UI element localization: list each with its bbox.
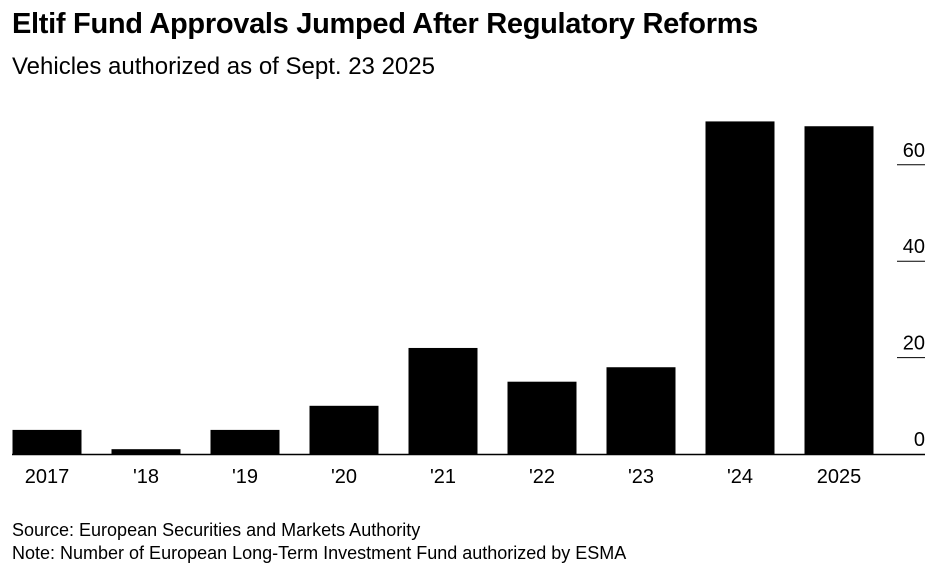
bar-1 (111, 449, 181, 454)
x-tick-label: '21 (430, 466, 456, 488)
x-tick-label: 2017 (25, 466, 70, 488)
x-tick-label: '23 (628, 466, 654, 488)
y-tick-label: 20 (903, 333, 925, 355)
y-tick-label: 40 (903, 236, 925, 258)
x-tick-label: '20 (331, 466, 357, 488)
source-note: Source: European Securities and Markets … (12, 520, 421, 540)
x-tick-label: '18 (133, 466, 159, 488)
y-tick-label: 60 (903, 140, 925, 162)
x-axis: 2017 '18 '19 '20 '21 '22 '23 '24 2025 (12, 453, 925, 488)
footnote: Note: Number of European Long-Term Inves… (12, 543, 627, 563)
chart-title: Eltif Fund Approvals Jumped After Regula… (12, 8, 759, 40)
bar-chart: 0 20 40 60 2017 '18 '19 '20 '21 '22 '23 '24 2025 (12, 121, 925, 488)
bar-8 (804, 126, 874, 455)
x-tick-label: '19 (232, 466, 258, 488)
x-tick-label: '24 (727, 466, 753, 488)
bar-7 (705, 121, 775, 455)
x-tick-label: '22 (529, 466, 555, 488)
bar-6 (606, 367, 676, 454)
bar-5 (507, 381, 577, 454)
x-tick-label: 2025 (817, 466, 862, 488)
bar-3 (309, 405, 379, 454)
bar-0 (12, 429, 82, 454)
bar-4 (408, 347, 478, 454)
bars-group (12, 121, 874, 455)
y-axis: 0 20 40 60 (897, 140, 925, 451)
y-tick-label: 0 (914, 429, 925, 451)
bar-2 (210, 429, 280, 454)
chart-subtitle: Vehicles authorized as of Sept. 23 2025 (12, 53, 435, 80)
